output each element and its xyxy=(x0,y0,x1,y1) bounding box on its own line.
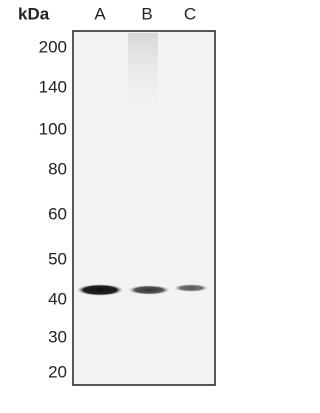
marker-label: 30 xyxy=(48,327,67,346)
marker-label: 100 xyxy=(39,119,67,138)
marker-label: 60 xyxy=(48,204,67,223)
lane-label: B xyxy=(141,4,152,23)
western-blot-figure: kDa A B C 200 140 100 80 60 50 40 30 20 xyxy=(18,4,216,386)
band xyxy=(127,285,171,295)
smear xyxy=(128,33,158,123)
marker-label: 50 xyxy=(48,249,67,268)
marker-label: 40 xyxy=(48,289,67,308)
marker-label: 20 xyxy=(48,362,67,381)
marker-label: 140 xyxy=(39,77,67,96)
lane-label: A xyxy=(94,4,106,23)
marker-label: 200 xyxy=(39,37,67,56)
lane-label: C xyxy=(184,4,196,23)
band xyxy=(76,284,124,296)
band xyxy=(173,284,209,292)
marker-label: 80 xyxy=(48,159,67,178)
unit-label: kDa xyxy=(18,4,50,23)
